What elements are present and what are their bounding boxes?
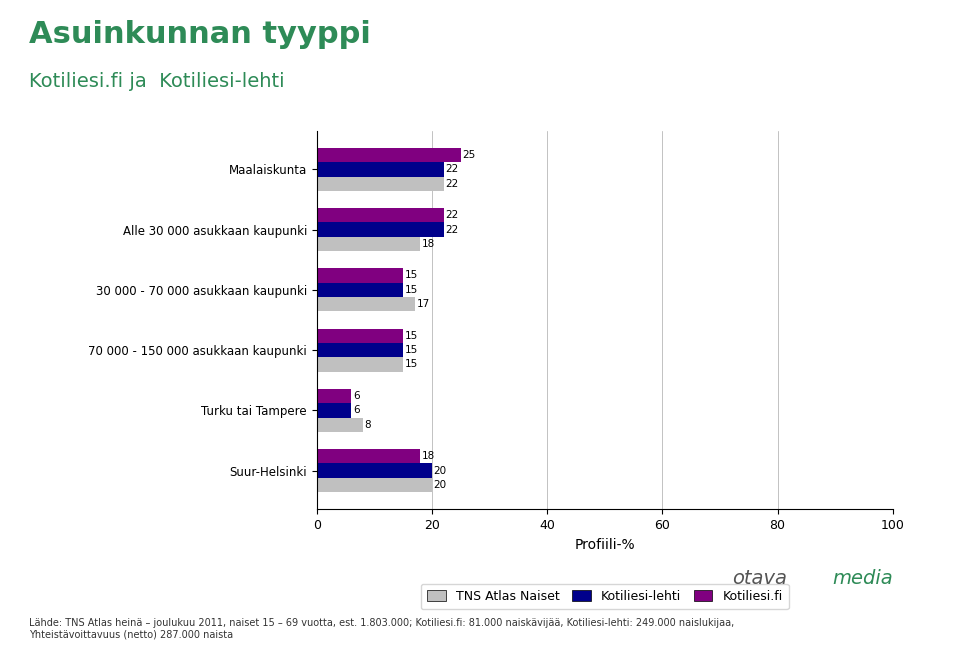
Text: 22: 22 <box>445 179 459 189</box>
Text: otava: otava <box>732 569 787 588</box>
Text: 15: 15 <box>405 285 419 295</box>
Text: Asuinkunnan tyyppi: Asuinkunnan tyyppi <box>29 20 371 48</box>
Text: 6: 6 <box>353 406 360 415</box>
Text: 15: 15 <box>405 270 419 281</box>
Text: 18: 18 <box>422 451 436 461</box>
Bar <box>317 237 420 251</box>
Text: 22: 22 <box>445 225 459 234</box>
Text: Lähde: TNS Atlas heinä – joulukuu 2011, naiset 15 – 69 vuotta, est. 1.803.000; K: Lähde: TNS Atlas heinä – joulukuu 2011, … <box>29 618 734 640</box>
Bar <box>317 449 420 464</box>
Text: Kotiliesi.fi ja  Kotiliesi-lehti: Kotiliesi.fi ja Kotiliesi-lehti <box>29 72 284 91</box>
Bar <box>317 403 351 417</box>
Legend: TNS Atlas Naiset, Kotiliesi-lehti, Kotiliesi.fi: TNS Atlas Naiset, Kotiliesi-lehti, Kotil… <box>420 584 789 609</box>
Bar <box>317 162 444 176</box>
Text: 25: 25 <box>463 150 476 160</box>
Text: 22: 22 <box>445 165 459 174</box>
Bar <box>317 478 432 492</box>
Bar <box>317 223 444 237</box>
Bar <box>317 357 403 372</box>
Bar <box>317 176 444 191</box>
Text: 8: 8 <box>365 420 372 430</box>
Text: 15: 15 <box>405 331 419 341</box>
Bar <box>317 328 403 343</box>
Text: 17: 17 <box>417 299 430 309</box>
Bar <box>317 297 415 311</box>
Bar <box>317 417 363 432</box>
Text: 20: 20 <box>434 466 446 475</box>
Text: 22: 22 <box>445 210 459 220</box>
Bar <box>317 343 403 357</box>
Bar <box>317 268 403 283</box>
Text: 15: 15 <box>405 359 419 370</box>
Bar <box>317 208 444 223</box>
Bar <box>317 389 351 403</box>
Bar <box>317 464 432 478</box>
Text: media: media <box>832 569 893 588</box>
Text: 15: 15 <box>405 345 419 355</box>
Text: 20: 20 <box>434 480 446 490</box>
Bar <box>317 283 403 297</box>
Text: 6: 6 <box>353 391 360 401</box>
X-axis label: Profiili-%: Profiili-% <box>574 537 636 552</box>
Text: 18: 18 <box>422 239 436 249</box>
Bar <box>317 148 461 162</box>
